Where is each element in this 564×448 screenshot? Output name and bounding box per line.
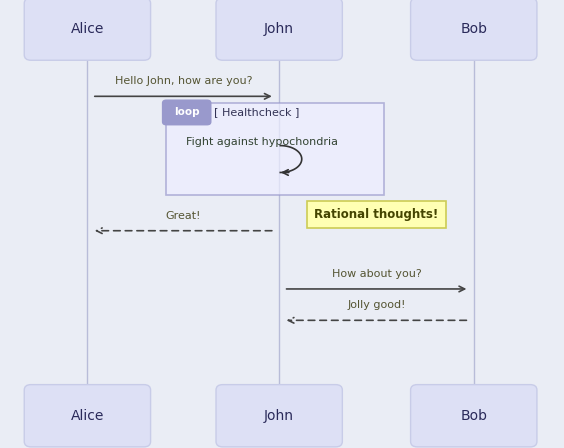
FancyBboxPatch shape [411,0,537,60]
FancyBboxPatch shape [24,0,151,60]
Text: John: John [264,22,294,36]
FancyBboxPatch shape [307,201,446,228]
FancyBboxPatch shape [24,384,151,447]
FancyBboxPatch shape [411,384,537,447]
Text: Rational thoughts!: Rational thoughts! [314,207,439,221]
Text: John: John [264,409,294,423]
Text: Fight against hypochondria: Fight against hypochondria [186,137,338,147]
Text: Jolly good!: Jolly good! [347,301,406,310]
Text: Hello John, how are you?: Hello John, how are you? [114,77,252,86]
Text: [ Healthcheck ]: [ Healthcheck ] [214,108,299,117]
FancyBboxPatch shape [162,99,212,125]
FancyBboxPatch shape [166,103,384,195]
Text: How about you?: How about you? [332,269,421,279]
Text: Great!: Great! [166,211,201,221]
Text: loop: loop [174,108,200,117]
Text: Alice: Alice [70,22,104,36]
FancyBboxPatch shape [216,0,342,60]
Text: Alice: Alice [70,409,104,423]
FancyBboxPatch shape [216,384,342,447]
Text: Bob: Bob [460,22,487,36]
Text: Bob: Bob [460,409,487,423]
